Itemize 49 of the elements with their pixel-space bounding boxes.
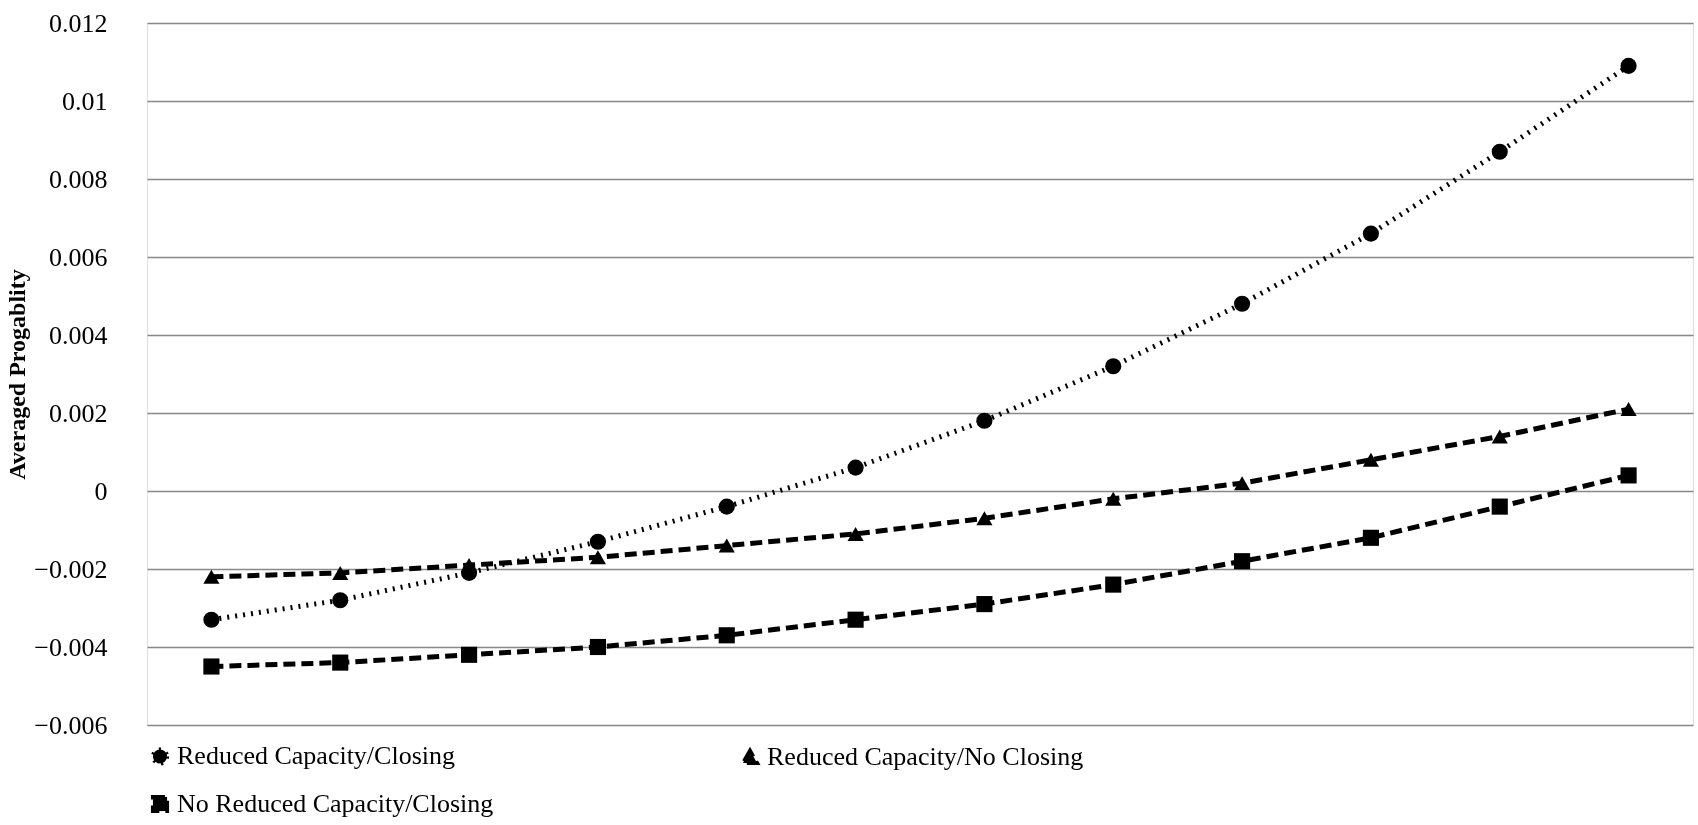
point bbox=[1234, 476, 1251, 491]
y-tick-label: −0.006 bbox=[34, 710, 108, 740]
legend-label: No Reduced Capacity/Closing bbox=[177, 789, 494, 818]
point bbox=[1491, 143, 1508, 160]
point bbox=[589, 550, 606, 565]
point bbox=[976, 511, 993, 526]
point bbox=[1362, 452, 1379, 467]
point bbox=[1105, 358, 1122, 375]
point bbox=[1105, 491, 1122, 506]
point bbox=[718, 627, 735, 644]
legend-label: Reduced Capacity/Closing bbox=[177, 741, 456, 771]
y-tick-label: 0.004 bbox=[49, 320, 108, 350]
point bbox=[847, 611, 864, 628]
y-tick-label: 0.01 bbox=[62, 86, 108, 116]
point bbox=[332, 565, 349, 580]
point bbox=[589, 638, 606, 656]
point bbox=[847, 459, 864, 476]
point bbox=[1362, 529, 1379, 546]
point bbox=[1234, 553, 1251, 570]
point bbox=[976, 412, 993, 429]
point bbox=[847, 526, 864, 541]
y-tick-label: 0 bbox=[94, 476, 108, 506]
point bbox=[461, 646, 478, 663]
y-tick-label: 0.012 bbox=[49, 8, 108, 38]
point bbox=[1620, 57, 1637, 74]
point bbox=[1491, 498, 1508, 515]
point bbox=[1620, 467, 1637, 484]
point bbox=[1491, 429, 1508, 444]
legend-label: Reduced Capacity/No Closing bbox=[767, 741, 1084, 771]
point bbox=[332, 592, 349, 609]
y-tick-label: 0.002 bbox=[49, 398, 108, 428]
point bbox=[203, 611, 220, 628]
point bbox=[718, 498, 735, 515]
point bbox=[1234, 295, 1251, 312]
point bbox=[589, 533, 606, 550]
y-tick-label: 0.006 bbox=[49, 242, 108, 272]
point bbox=[976, 596, 993, 613]
point bbox=[203, 569, 220, 584]
y-axis-title: Averaged Progablity bbox=[4, 269, 31, 480]
point bbox=[718, 538, 735, 553]
point bbox=[1620, 402, 1637, 417]
y-tick-label: 0.008 bbox=[49, 164, 108, 194]
point bbox=[1105, 576, 1122, 593]
point bbox=[332, 654, 349, 671]
point bbox=[1362, 225, 1379, 242]
y-tick-label: −0.004 bbox=[34, 632, 108, 662]
y-tick-label: −0.002 bbox=[34, 554, 108, 584]
point bbox=[203, 658, 220, 675]
point bbox=[461, 558, 478, 573]
